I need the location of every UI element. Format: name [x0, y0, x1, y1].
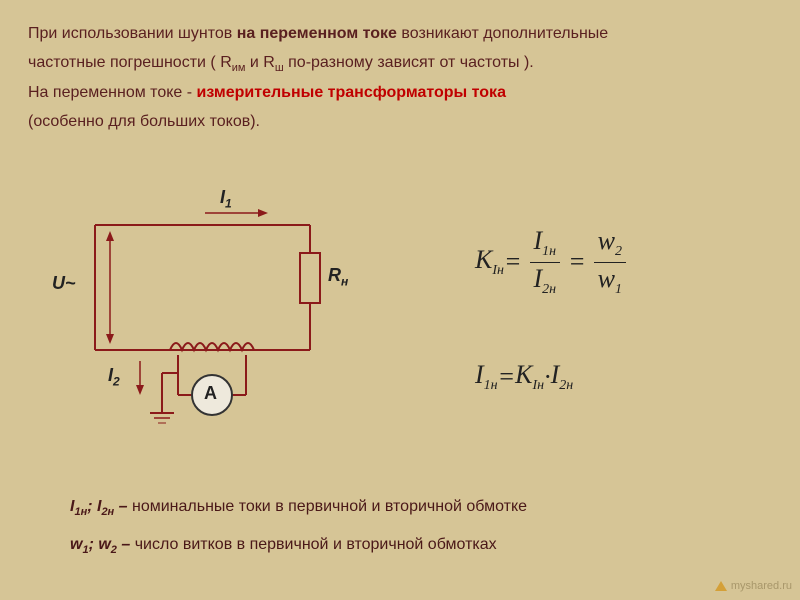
frac-i: I1н I2н	[530, 225, 561, 300]
circuit-diagram: I1 U~ Rн I2 А	[50, 185, 360, 435]
eq2: =	[568, 247, 586, 277]
label-i2: I2	[108, 365, 120, 389]
def-line-1: I1н; I2н – номинальные токи в первичной …	[70, 498, 527, 518]
i1-sub: 1	[225, 197, 232, 211]
f2-i2n: I	[551, 360, 560, 389]
p3-b: измерительные трансформаторы тока	[197, 84, 506, 101]
p3-a: На переменном токе -	[28, 84, 197, 101]
w2: w	[598, 226, 615, 255]
rn-sym: R	[328, 265, 341, 285]
p4: (особенно для больших токов).	[28, 113, 260, 130]
p1-b: на переменном токе	[237, 25, 397, 42]
eq1: =	[504, 247, 522, 277]
b1-s1: 1н	[74, 506, 87, 518]
b2-c: –	[117, 536, 135, 553]
label-u: U~	[52, 273, 76, 294]
b2-a: w	[70, 536, 82, 553]
f2-k-sub: Iн	[533, 378, 545, 393]
p1-c: возникают дополнительные	[397, 25, 608, 42]
w1-sub: 1	[615, 282, 622, 297]
logo-text: myshared.ru	[731, 580, 792, 592]
k-sym: K	[475, 245, 492, 274]
p2-b: и R	[245, 54, 274, 71]
intro-paragraph: При использовании шунтов на переменном т…	[28, 20, 772, 136]
def-line-2: w1; w2 – число витков в первичной и втор…	[70, 536, 497, 556]
i2n-sub: 2н	[542, 282, 556, 297]
f2-i1n: I	[475, 360, 484, 389]
formula-i1n: I1н = KIн · I2н	[475, 360, 573, 394]
f2-i1n-sub: 1н	[484, 378, 498, 393]
p2-a: частотные погрешности ( R	[28, 54, 232, 71]
b1-b: ; I	[87, 498, 101, 515]
f2-i2n-sub: 2н	[559, 378, 573, 393]
i1n-sub: 1н	[542, 244, 556, 259]
p2-sub1: им	[232, 62, 246, 74]
f2-k: K	[515, 360, 532, 389]
site-logo: myshared.ru	[715, 580, 792, 592]
p1-a: При использовании шунтов	[28, 25, 237, 42]
formula-k: KIн = I1н I2н = w2 w1	[475, 225, 634, 300]
k-sub: Iн	[492, 263, 504, 278]
i1n: I	[534, 226, 543, 255]
label-ammeter: А	[204, 383, 217, 404]
b1-c: –	[114, 498, 132, 515]
logo-triangle-icon	[715, 581, 727, 591]
p2-c: по-разному зависят от частоты ).	[284, 54, 534, 71]
w2-sub: 2	[615, 244, 622, 259]
p2-sub2: ш	[275, 62, 284, 74]
frac-w: w2 w1	[594, 225, 626, 300]
b1-s2: 2н	[101, 506, 114, 518]
b2-d: число витков в первичной и вторичной обм…	[135, 536, 497, 553]
rn-sub: н	[341, 275, 348, 289]
w1: w	[598, 264, 615, 293]
b1-d: номинальные токи в первичной и вторичной…	[132, 498, 527, 515]
label-rn: Rн	[328, 265, 348, 289]
label-i1: I1	[220, 187, 232, 211]
i2-sub: 2	[113, 375, 120, 389]
f2-eq: =	[498, 362, 516, 392]
i2n: I	[534, 264, 543, 293]
b2-b: ; w	[89, 536, 111, 553]
